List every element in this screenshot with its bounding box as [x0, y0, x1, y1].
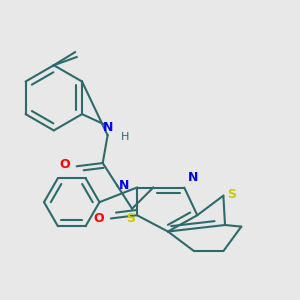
Text: S: S — [126, 212, 135, 225]
Text: N: N — [188, 171, 198, 184]
Text: O: O — [93, 212, 104, 225]
Text: O: O — [59, 158, 70, 171]
Text: S: S — [227, 188, 236, 200]
Text: H: H — [121, 132, 129, 142]
Text: N: N — [102, 121, 113, 134]
Text: N: N — [118, 179, 129, 192]
